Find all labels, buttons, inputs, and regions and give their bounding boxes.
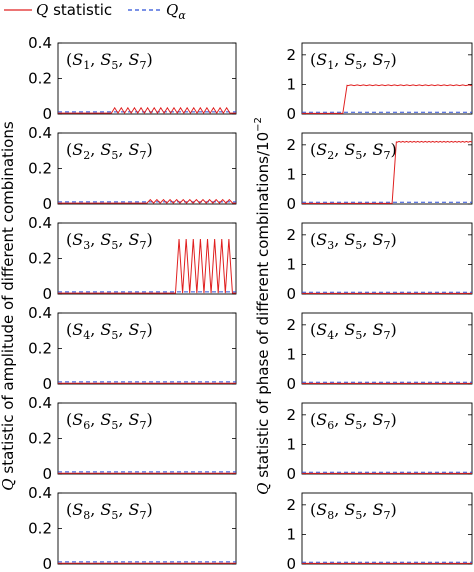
y-tick-label: 0.4 bbox=[28, 124, 52, 142]
y-tick-label: 2 bbox=[286, 406, 296, 424]
panel-label: (S2, S5, S7) bbox=[66, 140, 153, 162]
y-tick-label: 0 bbox=[286, 465, 296, 483]
y-tick-label: 0 bbox=[42, 375, 52, 393]
y-tick-label: 0.4 bbox=[28, 34, 52, 52]
panel-left-6: 0 0.2 0.4 (S8, S5, S7) bbox=[28, 484, 237, 572]
panel-label: (S4, S5, S7) bbox=[66, 320, 153, 342]
y-tick-label: 2 bbox=[286, 496, 296, 514]
panel-left-3: 0 0.2 0.4 (S3, S5, S7) bbox=[28, 214, 237, 303]
y-tick-label: 0 bbox=[42, 195, 52, 213]
panel-left-2: 0 0.2 0.4 (S2, S5, S7) bbox=[28, 124, 237, 213]
panel-label: (S8, S5, S7) bbox=[66, 500, 153, 522]
y-tick-label: 0 bbox=[42, 555, 52, 572]
legend-qa-text: Qα bbox=[166, 1, 186, 22]
y-tick-label: 0 bbox=[42, 465, 52, 483]
panel-label: (S3, S5, S7) bbox=[66, 230, 153, 252]
y-tick-label: 0.2 bbox=[28, 520, 52, 538]
panel-frame bbox=[301, 312, 473, 385]
y-tick-label: 1 bbox=[286, 75, 296, 93]
q-statistic-line bbox=[58, 106, 236, 115]
q-statistic-line bbox=[302, 84, 473, 114]
y-tick-label: 2 bbox=[286, 136, 296, 154]
panel-right-4: 0 1 2 (S4, S5, S7) bbox=[286, 312, 473, 393]
y-tick-label: 1 bbox=[286, 255, 296, 273]
panel-frame bbox=[301, 492, 473, 565]
panel-right-3: 0 1 2 (S3, S5, S7) bbox=[286, 222, 473, 303]
y-tick-label: 0 bbox=[286, 555, 296, 572]
panels: 00.20.4(S1, S5, S7)00.20.4(S2, S5, S7)00… bbox=[28, 34, 473, 572]
panel-label: (S8, S5, S7) bbox=[310, 500, 397, 522]
panel-left-4: 0 0.2 0.4 (S4, S5, S7) bbox=[28, 304, 237, 393]
panel-label: (S1, S5, S7) bbox=[310, 50, 397, 72]
y-tick-label: 0.2 bbox=[28, 340, 52, 358]
y-axis-label-left: Q statistic of amplitude of different co… bbox=[0, 121, 17, 491]
y-tick-label: 1 bbox=[286, 165, 296, 183]
y-tick-label: 1 bbox=[286, 435, 296, 453]
y-tick-label: 0.4 bbox=[28, 484, 52, 502]
q-statistic-line bbox=[58, 238, 236, 294]
y-tick-label: 0.4 bbox=[28, 304, 52, 322]
panel-frame bbox=[301, 402, 473, 475]
y-tick-label: 0.2 bbox=[28, 250, 52, 268]
y-tick-label: 0.4 bbox=[28, 394, 52, 412]
q-statistic-line bbox=[58, 198, 236, 204]
panel-right-2: 0 1 2 (S2, S5, S7) bbox=[286, 132, 473, 213]
y-tick-label: 0.4 bbox=[28, 214, 52, 232]
panel-label: (S3, S5, S7) bbox=[310, 230, 397, 252]
panel-label: (S2, S5, S7) bbox=[310, 140, 397, 162]
y-tick-label: 1 bbox=[286, 525, 296, 543]
panel-label: (S6, S5, S7) bbox=[66, 410, 153, 432]
panel-label: (S6, S5, S7) bbox=[310, 410, 397, 432]
y-tick-label: 2 bbox=[286, 316, 296, 334]
panel-right-1: 0 1 2 (S1, S5, S7) bbox=[286, 42, 473, 123]
y-tick-label: 0 bbox=[42, 105, 52, 123]
panel-frame bbox=[301, 222, 473, 295]
y-tick-label: 0 bbox=[286, 105, 296, 123]
panel-left-1: 0 0.2 0.4 (S1, S5, S7) bbox=[28, 34, 237, 123]
y-axis-label-right: Q statistic of phase of different combin… bbox=[253, 117, 272, 495]
y-tick-label: 0 bbox=[286, 375, 296, 393]
y-tick-label: 0.2 bbox=[28, 70, 52, 88]
y-tick-label: 0 bbox=[286, 285, 296, 303]
y-tick-label: 0 bbox=[42, 285, 52, 303]
panel-label: (S4, S5, S7) bbox=[310, 320, 397, 342]
q-statistic-line bbox=[302, 140, 473, 204]
y-tick-label: 2 bbox=[286, 226, 296, 244]
legend-q-text: Q statistic bbox=[36, 1, 112, 19]
y-tick-label: 0.2 bbox=[28, 160, 52, 178]
y-tick-label: 0 bbox=[286, 195, 296, 213]
legend: Q statistic Qα bbox=[4, 1, 186, 22]
panel-frame bbox=[301, 42, 473, 115]
y-tick-label: 1 bbox=[286, 345, 296, 363]
panel-right-6: 0 1 2 (S8, S5, S7) bbox=[286, 492, 473, 572]
panel-right-5: 0 1 2 (S6, S5, S7) bbox=[286, 402, 473, 483]
panel-label: (S1, S5, S7) bbox=[66, 50, 153, 72]
panel-left-5: 0 0.2 0.4 (S6, S5, S7) bbox=[28, 394, 237, 483]
panel-frame bbox=[301, 132, 473, 205]
y-tick-label: 0.2 bbox=[28, 430, 52, 448]
y-tick-label: 2 bbox=[286, 46, 296, 64]
